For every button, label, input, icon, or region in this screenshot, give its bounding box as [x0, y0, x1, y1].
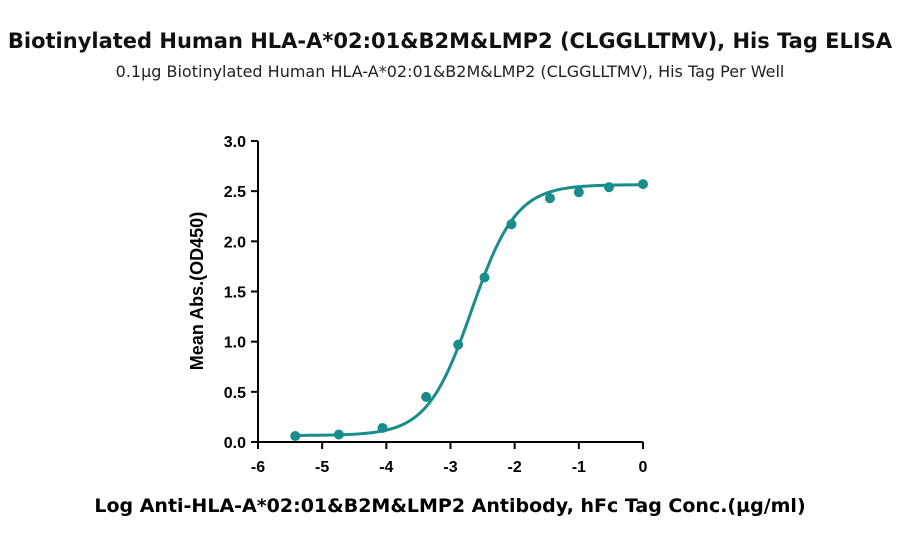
data-point [603, 182, 614, 193]
y-tick-label: 1.0 [224, 335, 246, 352]
data-point [453, 339, 464, 350]
y-tick-label: 2.0 [224, 234, 246, 251]
data-point [290, 430, 301, 441]
y-tick-label: 0.0 [224, 435, 246, 452]
data-points [290, 179, 648, 441]
x-tick-label: 0 [639, 459, 648, 476]
x-tick-label: -5 [315, 459, 329, 476]
y-tick-label: 1.5 [224, 285, 246, 302]
data-point [573, 187, 584, 198]
y-axis-ticks: 0.0 0.5 1.0 1.5 2.0 2.5 3.0 [224, 134, 258, 452]
x-tick-label: -6 [251, 459, 265, 476]
plot-area: -6 -5 -4 -3 -2 -1 0 0.0 0.5 1.0 1.5 2.0 2.5 3.0 [224, 134, 648, 476]
x-tick-label: -4 [379, 459, 393, 476]
chart-subtitle: 0.1µg Biotinylated Human HLA-A*02:01&B2M… [116, 62, 785, 81]
data-point [333, 429, 344, 440]
data-point [479, 272, 490, 283]
x-tick-label: -2 [508, 459, 522, 476]
data-point [421, 391, 432, 402]
x-tick-label: -3 [443, 459, 457, 476]
chart-title: Biotinylated Human HLA-A*02:01&B2M&LMP2 … [8, 29, 893, 53]
y-tick-label: 0.5 [224, 385, 246, 402]
data-point [377, 422, 388, 433]
x-tick-label: -1 [572, 459, 586, 476]
data-point [544, 193, 555, 204]
x-axis-label: Log Anti-HLA-A*02:01&B2M&LMP2 Antibody, … [94, 495, 805, 517]
fit-curve [295, 183, 644, 437]
data-point [638, 179, 648, 190]
y-tick-label: 3.0 [224, 134, 246, 151]
y-tick-label: 2.5 [224, 184, 246, 201]
x-axis-ticks: -6 -5 -4 -3 -2 -1 0 [251, 442, 648, 476]
data-point [506, 219, 517, 230]
y-axis-label: Mean Abs.(OD450) [187, 212, 207, 370]
